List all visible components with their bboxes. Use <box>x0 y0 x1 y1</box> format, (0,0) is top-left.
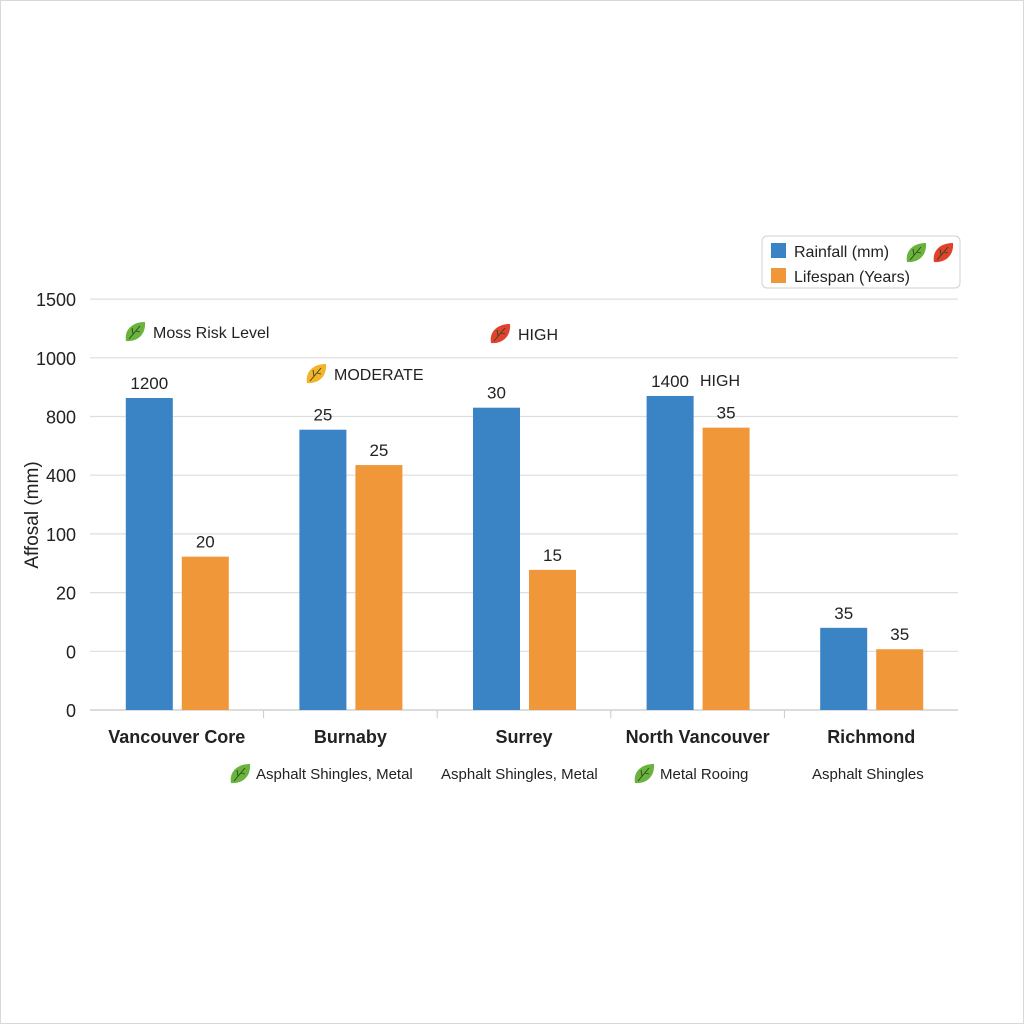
x-tick-label: Surrey <box>495 727 552 747</box>
data-label: 1400 <box>651 372 689 391</box>
bar-lifespan <box>181 556 229 710</box>
y-axis-label: Affosal (mm) <box>22 461 43 568</box>
annotation-label: MODERATE <box>334 367 423 384</box>
legend: Rainfall (mm) Lifespan (Years) <box>761 235 961 289</box>
bar-rainfall <box>125 398 173 710</box>
bar-lifespan <box>529 569 576 710</box>
y-tick-label: 0 <box>66 701 76 721</box>
bar-rainfall <box>299 429 347 710</box>
y-tick-label: 1500 <box>36 290 76 310</box>
data-label: 1200 <box>130 374 168 393</box>
leaf-icon <box>230 764 251 784</box>
legend-label-rainfall: Rainfall (mm) <box>794 244 889 261</box>
x-tick-label: Burnaby <box>314 727 387 747</box>
x-tick-label: Vancouver Core <box>108 727 245 747</box>
y-tick-label: 0 <box>66 642 76 662</box>
data-label: 35 <box>834 604 853 623</box>
y-tick-label: 400 <box>46 466 76 486</box>
bar-lifespan <box>355 465 403 710</box>
y-tick-label: 800 <box>46 408 76 428</box>
leaf-icon <box>490 324 511 344</box>
annotation-label: HIGH <box>700 373 740 390</box>
bar-lifespan <box>702 427 750 710</box>
legend-label-lifespan: Lifespan (Years) <box>794 269 910 286</box>
x-tick-label: Richmond <box>827 727 915 747</box>
roofing-label: Asphalt Shingles <box>812 766 924 783</box>
y-tick-label: 20 <box>56 584 76 604</box>
data-label: 15 <box>543 546 562 565</box>
data-label: 35 <box>717 404 736 423</box>
data-label: 35 <box>890 625 909 644</box>
y-tick-label: 1000 <box>36 349 76 369</box>
annotation-label: HIGH <box>518 327 558 344</box>
x-tick-label: North Vancouver <box>626 727 770 747</box>
bar-rainfall <box>473 407 520 710</box>
data-label: 20 <box>196 533 215 552</box>
bar-lifespan <box>876 649 924 710</box>
leaf-icon <box>634 764 655 784</box>
bar-rainfall <box>646 395 694 710</box>
data-label: 25 <box>313 406 332 425</box>
bar-rainfall <box>820 627 868 710</box>
roofing-label: Asphalt Shingles, Metal <box>441 766 598 783</box>
y-tick-label: 100 <box>46 525 76 545</box>
leaf-icon <box>933 243 954 263</box>
legend-swatch-rainfall <box>771 243 786 258</box>
legend-swatch-lifespan <box>771 268 786 283</box>
data-label: 30 <box>487 384 506 403</box>
annotation-label: Moss Risk Level <box>153 325 269 342</box>
leaf-icon <box>906 243 927 263</box>
leaf-icon <box>306 364 327 384</box>
leaf-icon <box>125 322 146 342</box>
data-label: 25 <box>369 441 388 460</box>
roofing-label: Metal Rooing <box>660 766 748 783</box>
roofing-label: Asphalt Shingles, Metal <box>256 766 413 783</box>
